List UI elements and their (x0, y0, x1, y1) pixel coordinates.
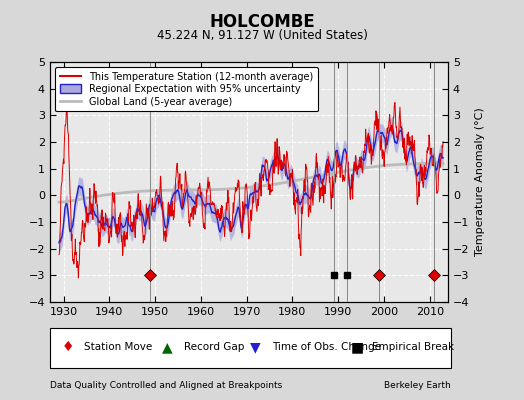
Text: Berkeley Earth: Berkeley Earth (384, 381, 451, 390)
Text: Data Quality Controlled and Aligned at Breakpoints: Data Quality Controlled and Aligned at B… (50, 381, 282, 390)
Text: ▼: ▼ (250, 340, 261, 354)
Text: HOLCOMBE: HOLCOMBE (209, 13, 315, 31)
Text: ▲: ▲ (162, 340, 172, 354)
Text: Record Gap: Record Gap (184, 342, 244, 352)
Y-axis label: Temperature Anomaly (°C): Temperature Anomaly (°C) (475, 108, 485, 256)
Text: Time of Obs. Change: Time of Obs. Change (272, 342, 381, 352)
Text: ♦: ♦ (62, 340, 74, 354)
Text: ■: ■ (351, 340, 364, 354)
Text: Empirical Break: Empirical Break (373, 342, 455, 352)
Legend: This Temperature Station (12-month average), Regional Expectation with 95% uncer: This Temperature Station (12-month avera… (54, 67, 318, 112)
Text: Station Move: Station Move (84, 342, 152, 352)
FancyBboxPatch shape (50, 328, 451, 368)
Text: 45.224 N, 91.127 W (United States): 45.224 N, 91.127 W (United States) (157, 29, 367, 42)
